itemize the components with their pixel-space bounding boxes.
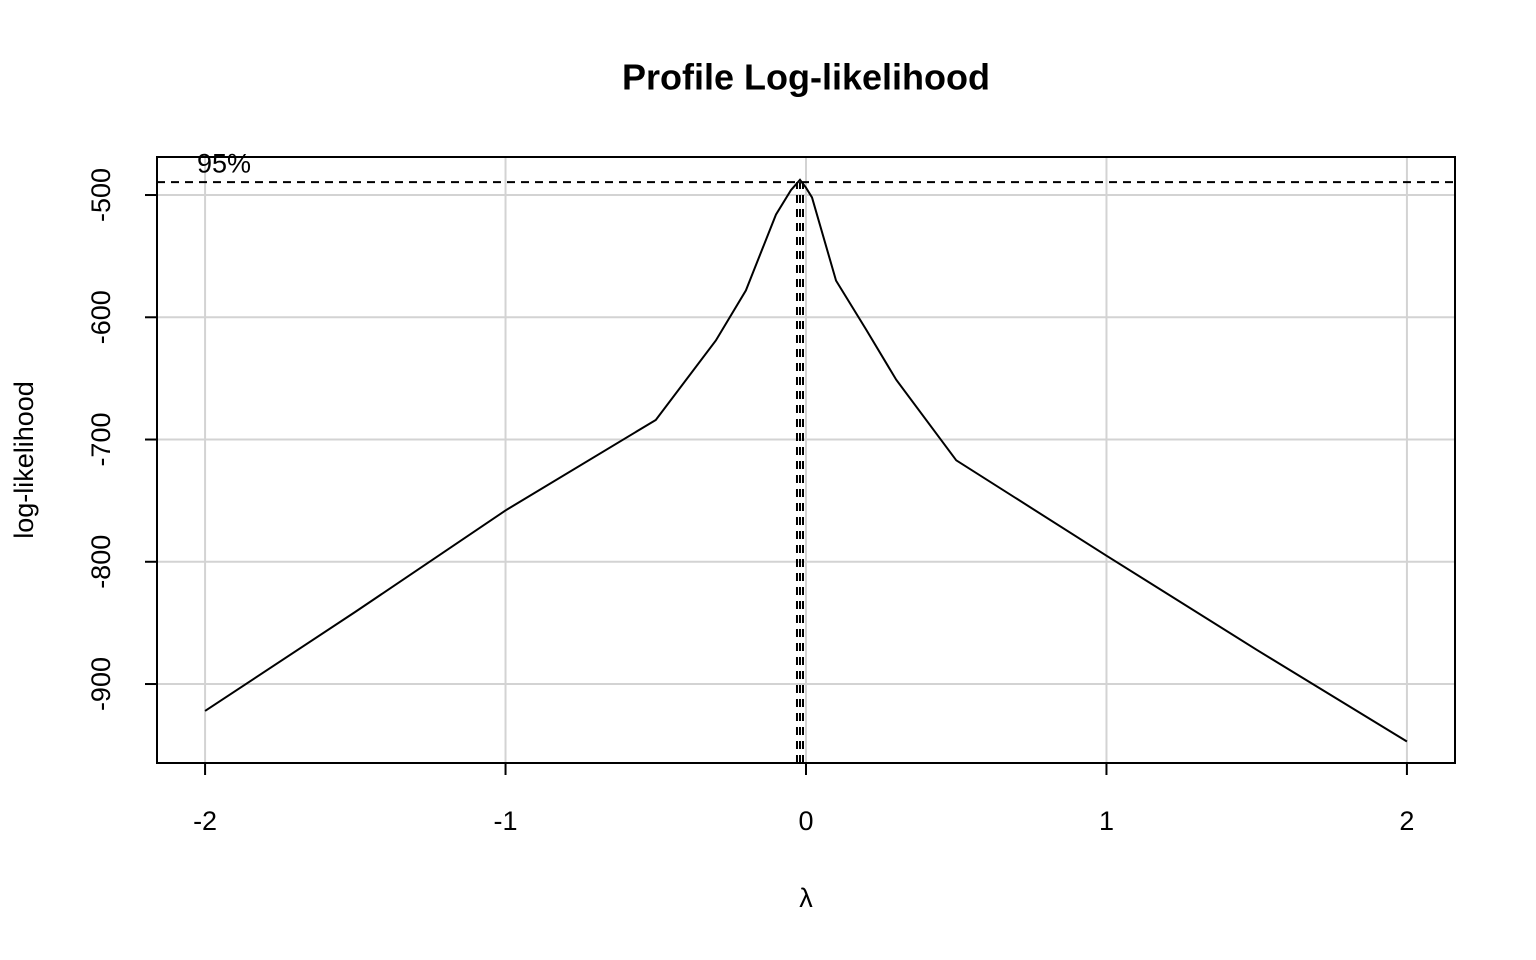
plot-frame	[156, 156, 1456, 764]
x-tick-label: 1	[1099, 806, 1114, 836]
x-tick-label: 0	[798, 806, 813, 836]
x-tick-label: -2	[193, 806, 217, 836]
y-axis-label: log-likelihood	[9, 381, 39, 539]
x-axis-label: λ	[799, 883, 813, 913]
y-tick-label: -900	[86, 657, 116, 711]
x-tick-label: -1	[494, 806, 518, 836]
y-tick-label: -700	[86, 412, 116, 466]
y-tick-label: -600	[86, 290, 116, 344]
reference-label: 95%	[197, 148, 251, 178]
chart-title: Profile Log-likelihood	[622, 57, 990, 98]
y-tick-label: -800	[86, 535, 116, 589]
data-line	[204, 178, 1408, 743]
x-tick-label: 2	[1399, 806, 1414, 836]
y-tick-label: -500	[86, 168, 116, 222]
